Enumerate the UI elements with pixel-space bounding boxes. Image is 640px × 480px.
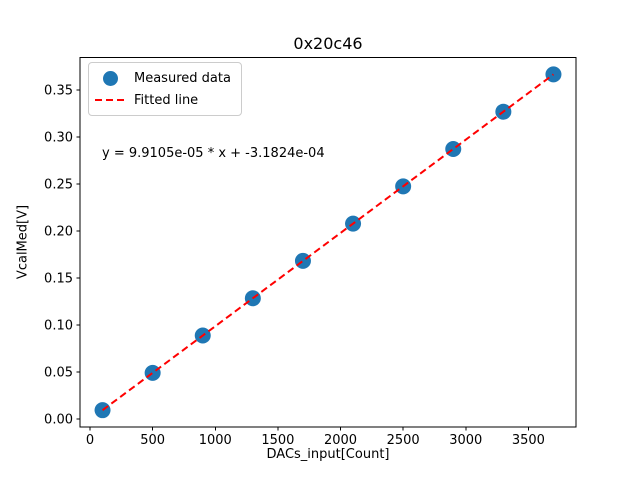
y-tick-label: 0.00 bbox=[44, 413, 73, 428]
legend-label-measured-data: Measured data bbox=[134, 70, 231, 86]
x-axis-label: DACs_input[Count] bbox=[266, 447, 390, 462]
fitted-line bbox=[101, 73, 555, 411]
x-axis-ticks: 0 500 1000 1500 2000 2500 3000 3500 bbox=[86, 427, 545, 448]
dashed-line-icon bbox=[95, 99, 125, 101]
legend-item-measured-data: Measured data bbox=[95, 67, 231, 89]
y-tick-label: 0.15 bbox=[44, 272, 73, 287]
x-tick-label: 2500 bbox=[387, 433, 420, 448]
x-tick-label: 3000 bbox=[449, 433, 482, 448]
y-tick-label: 0.20 bbox=[44, 224, 73, 239]
scatter-marker-icon bbox=[102, 70, 118, 86]
x-tick-label: 500 bbox=[140, 433, 165, 448]
y-tick-label: 0.35 bbox=[44, 83, 73, 98]
y-axis-label: VcalMed[V] bbox=[15, 204, 31, 280]
legend-item-fitted-line: Fitted line bbox=[95, 89, 231, 111]
data-point bbox=[144, 364, 161, 381]
legend: Measured data Fitted line bbox=[88, 62, 242, 116]
y-tick-label: 0.05 bbox=[44, 366, 73, 381]
chart-title: 0x20c46 bbox=[293, 34, 363, 53]
x-tick-label: 0 bbox=[86, 433, 94, 448]
data-point bbox=[545, 66, 562, 83]
fit-equation-annotation: y = 9.9105e-05 * x + -3.1824e-04 bbox=[102, 146, 325, 161]
x-tick-label: 1500 bbox=[261, 433, 294, 448]
y-tick-label: 0.30 bbox=[44, 130, 73, 145]
y-tick-label: 0.25 bbox=[44, 177, 73, 192]
data-point bbox=[445, 140, 462, 157]
y-tick-label: 0.10 bbox=[44, 319, 73, 334]
x-tick-label: 3500 bbox=[512, 433, 545, 448]
legend-marker-box bbox=[95, 70, 125, 86]
x-tick-label: 2000 bbox=[324, 433, 357, 448]
legend-label-fitted-line: Fitted line bbox=[134, 92, 199, 108]
y-axis-ticks: 0.00 0.05 0.10 0.15 0.20 0.25 0.30 0.35 bbox=[44, 83, 80, 428]
x-tick-label: 1000 bbox=[199, 433, 232, 448]
legend-marker-box bbox=[95, 99, 125, 101]
data-point bbox=[294, 252, 311, 269]
axes-spines bbox=[79, 57, 577, 428]
